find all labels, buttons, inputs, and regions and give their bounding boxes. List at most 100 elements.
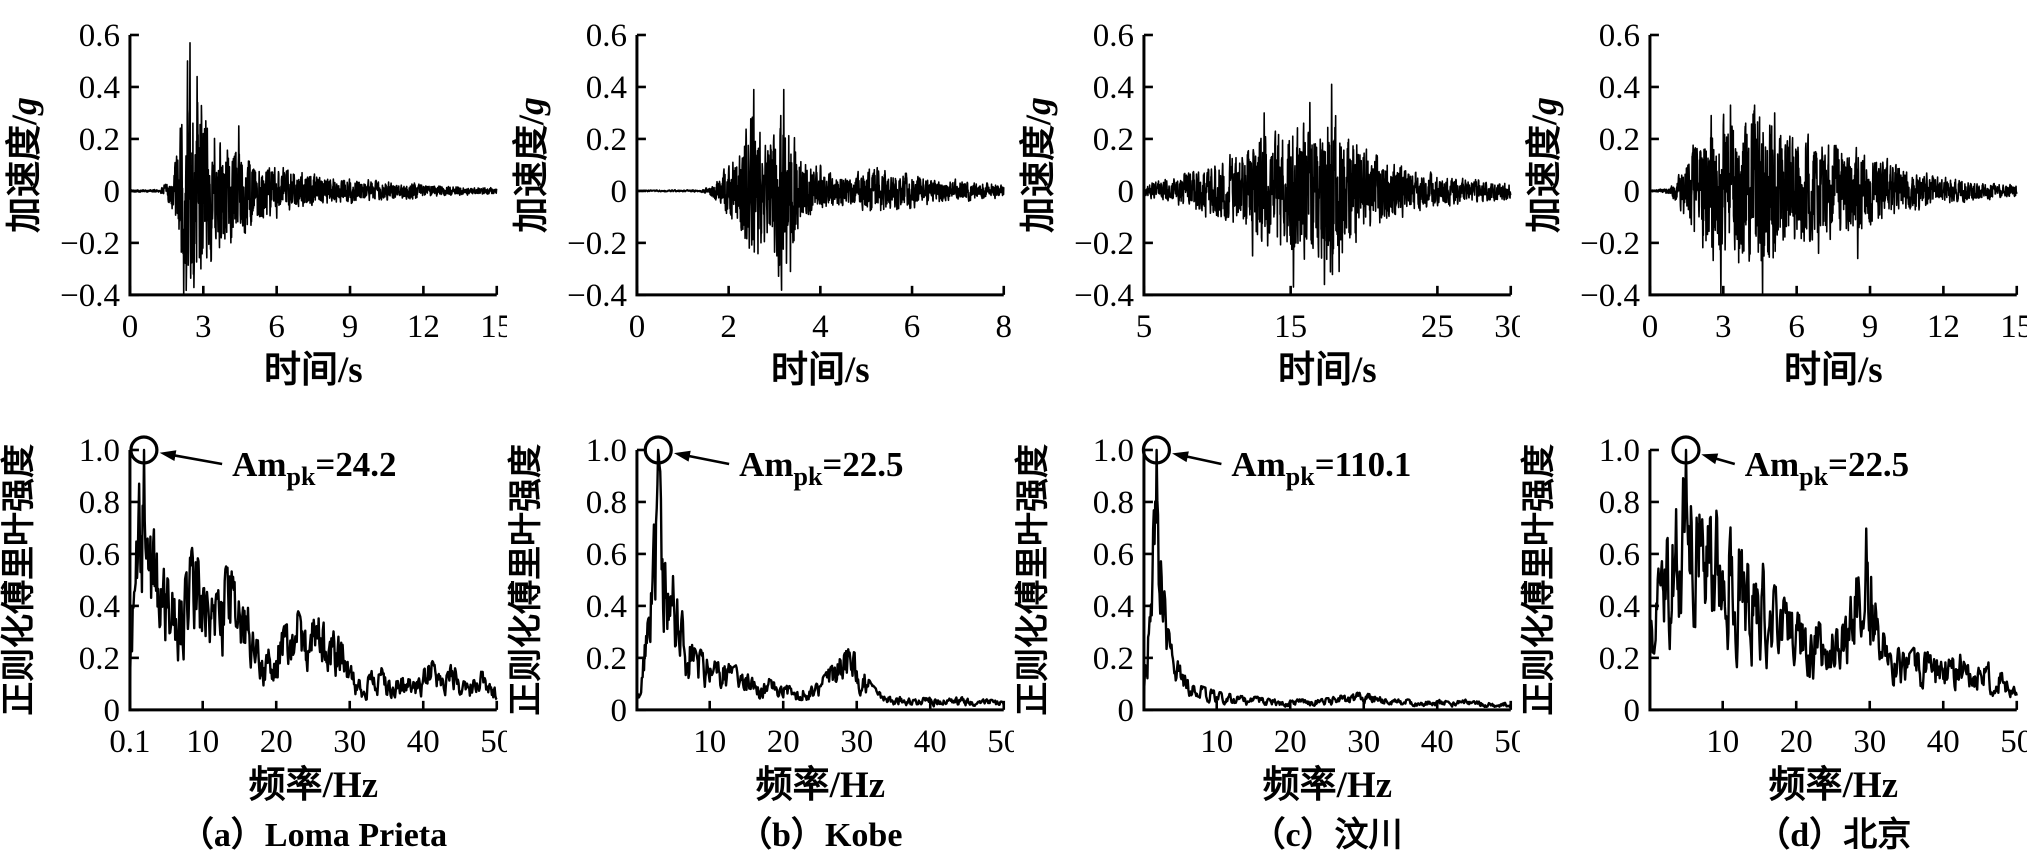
x-tick-label: 2 [720, 309, 736, 345]
y-tick-label: 0.8 [1599, 485, 1640, 521]
chart-fourier-wenchuan: 10 20 30 40 50 0 0.2 0.4 0.6 0.8 1.0 频率/Hz 正则化傅里叶强度 A… [1014, 433, 1521, 805]
x-tick-label: 40 [914, 724, 947, 760]
arrowhead-icon [159, 450, 177, 462]
x-tick-label: 15 [2001, 309, 2027, 345]
y-tick-label: 0.6 [585, 537, 626, 573]
x-tick-label: 3 [1715, 309, 1731, 345]
chart-accel-wenchuan: 5 15 25 30 −0.4 −0.2 0 0.2 0.4 0.6 时间/s 加速度/g [1017, 18, 1520, 390]
y-tick-label: 1.0 [1092, 433, 1133, 469]
y-tick-label: 0 [103, 174, 119, 210]
y-tick-label: 0.2 [1092, 641, 1133, 677]
y-tick-label: 0.6 [1092, 537, 1133, 573]
x-tick-label: 9 [1862, 309, 1878, 345]
x-axis-label: 频率/Hz [755, 764, 884, 805]
y-tick-label: −0.2 [1580, 226, 1640, 262]
y-tick-label: 0.4 [1092, 589, 1133, 625]
x-tick-label: 40 [1927, 724, 1960, 760]
y-tick-label: 0.6 [79, 18, 120, 54]
x-tick-label: 50 [1494, 724, 1520, 760]
axes [1141, 449, 1511, 712]
x-axis-label: 频率/Hz [1769, 764, 1898, 805]
peak-marker [129, 435, 159, 465]
y-tick-label: 0 [1117, 174, 1133, 210]
y-tick-label: 0.2 [1599, 122, 1640, 158]
y-tick-label: 0.4 [585, 70, 626, 106]
y-tick-label: 0.6 [1599, 18, 1640, 54]
peak-marker [1671, 435, 1701, 465]
x-tick-label: 10 [1200, 724, 1233, 760]
arrowhead-icon [673, 450, 691, 462]
x-tick-label: 0 [1642, 309, 1658, 345]
x-axis-label: 频率/Hz [249, 764, 378, 805]
cell-fourier-loma-prieta: 0.1 10 20 30 40 50 0 0.2 0.4 0.6 0.8 1.0 频率/Hz 正则化傅里叶… [0, 400, 507, 854]
x-tick-label: 20 [260, 724, 293, 760]
y-tick-label: 0.2 [1092, 122, 1133, 158]
series-accel-wenchuan [1142, 83, 1512, 288]
x-tick-label: 30 [333, 724, 366, 760]
y-tick-label: 0.6 [79, 537, 120, 573]
y-axis-label: 正则化傅里叶强度 [1014, 444, 1052, 716]
y-tick-label: 1.0 [79, 433, 120, 469]
x-tick-label: 20 [1273, 724, 1306, 760]
peak-label: Ampk=24.2 [232, 445, 396, 491]
x-tick-label: 9 [342, 309, 358, 345]
y-tick-label: −0.4 [1580, 278, 1640, 314]
x-tick-label: 8 [995, 309, 1011, 345]
x-tick-label: 10 [693, 724, 726, 760]
y-tick-label: 0.4 [79, 589, 120, 625]
cell-accel-beijing: 0 3 6 9 12 15 −0.4 −0.2 0 0.2 0.4 0.6 时间/s 加速度/g [1520, 0, 2027, 400]
cell-accel-kobe: 0 2 4 6 8 −0.4 −0.2 0 0.2 0.4 0.6 时间/s 加速度/g [507, 0, 1014, 400]
peak-marker [643, 435, 673, 465]
x-tick-label: 10 [1706, 724, 1739, 760]
arrowhead-icon [1701, 453, 1719, 465]
chart-accel-kobe: 0 2 4 6 8 −0.4 −0.2 0 0.2 0.4 0.6 时间/s 加速度/g [511, 18, 1012, 390]
x-tick-label: 30 [1494, 309, 1520, 345]
series-accel-kobe [635, 88, 1005, 291]
y-tick-label: 0.6 [1092, 18, 1133, 54]
y-axis-label: 加速度/g [511, 97, 551, 233]
y-axis-label: 正则化傅里叶强度 [1520, 444, 1558, 716]
caption-d: （d）北京 [1756, 816, 1912, 854]
y-tick-label: 0.2 [585, 641, 626, 677]
x-tick-label: 12 [407, 309, 440, 345]
annotation-arrow [167, 452, 223, 466]
x-axis-label: 时间/s [771, 349, 870, 390]
y-tick-label: 0.8 [585, 485, 626, 521]
chart-fourier-beijing: 10 20 30 40 50 0 0.2 0.4 0.6 0.8 1.0 频率/Hz 正则化傅里叶强度 A… [1520, 433, 2027, 805]
x-tick-label: 40 [1420, 724, 1453, 760]
y-tick-label: 0.6 [585, 18, 626, 54]
caption-c: （c）汶川 [1251, 816, 1403, 854]
x-tick-label: 30 [1347, 724, 1380, 760]
chart-accel-beijing: 0 3 6 9 12 15 −0.4 −0.2 0 0.2 0.4 0.6 时间/s 加速度/g [1524, 18, 2027, 390]
x-tick-label: 30 [1853, 724, 1886, 760]
y-tick-label: 0.2 [585, 122, 626, 158]
y-tick-label: 0 [1117, 693, 1133, 729]
chart-fourier-kobe: 10 20 30 40 50 0 0.2 0.4 0.6 0.8 1.0 频率/Hz 正则化傅里叶强度 A… [507, 433, 1014, 805]
x-tick-label: 12 [1927, 309, 1960, 345]
y-axis-label: 正则化傅里叶强度 [507, 444, 545, 716]
y-tick-label: 0.4 [1599, 70, 1640, 106]
x-tick-label: 50 [987, 724, 1013, 760]
y-tick-label: 0.2 [79, 122, 120, 158]
x-tick-label: 0.1 [109, 724, 150, 760]
y-tick-label: −0.4 [567, 278, 627, 314]
y-axis-label: 加速度/g [4, 97, 44, 233]
y-tick-label: 0.2 [1599, 641, 1640, 677]
y-axis-label: 正则化傅里叶强度 [0, 444, 38, 716]
peak-marker [1141, 435, 1171, 465]
y-tick-label: −0.2 [1074, 226, 1134, 262]
x-axis-label: 时间/s [264, 349, 363, 390]
y-tick-label: 0 [1624, 693, 1640, 729]
y-tick-label: 0 [103, 693, 119, 729]
series-accel-beijing [1649, 104, 2018, 296]
cell-fourier-wenchuan: 10 20 30 40 50 0 0.2 0.4 0.6 0.8 1.0 频率/Hz 正则化傅里叶强度 A… [1014, 400, 1521, 854]
cell-fourier-beijing: 10 20 30 40 50 0 0.2 0.4 0.6 0.8 1.0 频率/Hz 正则化傅里叶强度 A… [1520, 400, 2027, 854]
caption-a: （a）Loma Prieta [179, 816, 448, 854]
cell-accel-loma-prieta: 0 3 6 9 12 15 −0.4 −0.2 0 0.2 0.4 0.6 时间/s 加速度/g [0, 0, 507, 400]
peak-label: Ampk=110.1 [1231, 445, 1411, 491]
axes [1648, 449, 2018, 712]
y-tick-label: 1.0 [1599, 433, 1640, 469]
x-tick-label: 5 [1135, 309, 1151, 345]
series-fourier-kobe [635, 448, 1005, 710]
